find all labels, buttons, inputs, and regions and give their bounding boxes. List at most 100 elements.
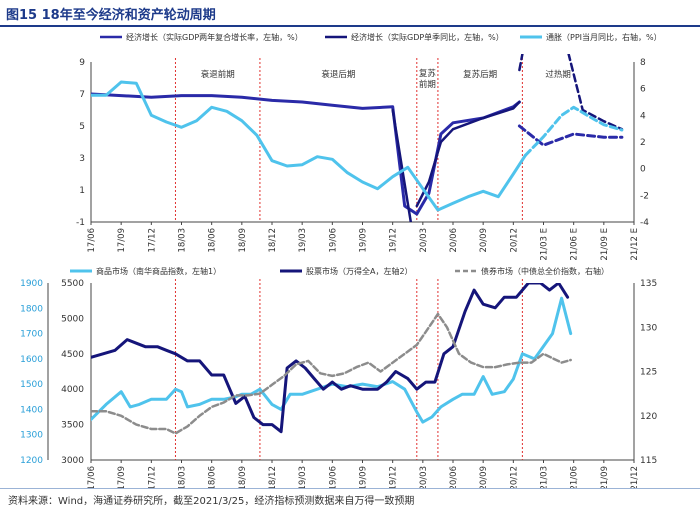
top-left-axis-tick-label: 9 — [79, 58, 85, 68]
top-chart-x-tick-label: 19/12 — [389, 228, 399, 253]
title-bar: 图15 18年至今经济和资产轮动周期 — [0, 0, 700, 26]
phase-label-0: 衰退前期 — [201, 69, 235, 80]
top-chart-x-tick-label: 20/09 — [479, 228, 489, 253]
legend-growth-quarter-label: 经济增长（实际GDP单季同比，左轴，%） — [351, 32, 504, 42]
top-chart-x-tick-label: 21/03 E — [540, 228, 550, 261]
top-left-axis-tick-label: 3 — [79, 154, 85, 164]
top-right-axis-tick-label: 4 — [640, 111, 646, 121]
bottom-chart-x-tick-label: 19/03 — [298, 466, 308, 488]
bottom-outer-left-tick-label: 1900 — [20, 279, 43, 289]
bottom-outer-left-tick-label: 1700 — [20, 330, 43, 340]
top-chart-x-tick-label: 18/12 — [268, 228, 278, 253]
bottom-chart-x-tick-label: 17/12 — [147, 466, 157, 488]
chart-title: 图15 18年至今经济和资产轮动周期 — [6, 8, 216, 23]
top-chart-x-tick-label: 21/06 E — [570, 228, 580, 261]
top-right-axis-tick-label: -4 — [640, 218, 649, 228]
bottom-chart-x-tick-label: 20/03 — [419, 466, 429, 488]
bottom-series-line-0 — [91, 296, 573, 424]
bottom-chart-x-tick-label: 19/12 — [389, 466, 399, 488]
top-chart-x-tick-label: 17/12 — [147, 228, 157, 253]
bottom-outer-left-tick-label: 1300 — [20, 431, 43, 441]
bottom-chart-x-tick-label: 18/12 — [268, 466, 278, 488]
top-left-axis-tick-label: 5 — [79, 122, 85, 132]
title-underline — [0, 25, 700, 27]
top-right-axis-tick-label: -2 — [640, 191, 649, 201]
bottom-outer-left-tick-label: 1800 — [20, 304, 43, 314]
top-chart-x-tick-label: 17/09 — [117, 228, 127, 253]
bottom-series-line-1 — [91, 283, 570, 434]
bottom-inner-left-tick-label: 5500 — [61, 279, 84, 289]
bottom-chart-x-tick-label: 20/09 — [479, 466, 489, 488]
top-right-axis-tick-label: 0 — [640, 165, 646, 175]
bottom-right-axis-tick-label: 120 — [640, 412, 657, 422]
top-chart-x-tick-label: 19/03 — [298, 228, 308, 253]
top-left-axis-tick-label: -1 — [76, 218, 85, 228]
bottom-chart-x-tick-label: 18/03 — [178, 466, 188, 488]
top-chart-x-tick-label: 18/09 — [238, 228, 248, 253]
top-series-line-5 — [91, 80, 527, 212]
legend-bond-label: 债券市场（中债总全价指数，右轴） — [481, 266, 609, 276]
top-right-axis-tick-label: 6 — [640, 85, 646, 95]
bottom-right-axis-tick-label: 125 — [640, 368, 657, 378]
bottom-chart-x-tick-label: 20/12 — [509, 466, 519, 488]
bottom-outer-left-tick-label: 1400 — [20, 405, 43, 415]
top-series-line-1 — [517, 124, 624, 147]
bottom-chart-x-tick-label: 19/09 — [359, 466, 369, 488]
bottom-inner-left-tick-label: 5000 — [61, 314, 84, 324]
bottom-chart-x-tick-label: 21/06 — [570, 466, 580, 488]
bottom-chart-x-tick-label: 21/09 — [600, 466, 610, 488]
top-series-line-3 — [415, 100, 521, 208]
bottom-inner-left-tick-label: 3000 — [61, 456, 84, 466]
bottom-right-axis-tick-label: 135 — [640, 279, 657, 289]
top-series-line-4 — [518, 54, 624, 131]
phase-label-recovery-early-line1: 复苏 — [419, 68, 437, 79]
top-series-line-2 — [391, 108, 413, 222]
top-chart-x-tick-label: 17/06 — [87, 228, 97, 253]
legend-growth-two-year-label: 经济增长（实际GDP两年复合增长率，左轴，%） — [126, 32, 303, 42]
top-chart-x-tick-label: 21/09 E — [600, 228, 610, 261]
top-chart-x-tick-label: 20/12 — [509, 228, 519, 253]
top-chart-x-tick-label: 18/03 — [178, 228, 188, 253]
top-left-axis-tick-label: 1 — [79, 186, 85, 196]
top-right-axis-tick-label: 2 — [640, 138, 646, 148]
top-chart-x-tick-label: 19/06 — [328, 228, 338, 253]
bottom-outer-left-tick-label: 1500 — [20, 380, 43, 390]
bottom-chart-x-tick-label: 18/09 — [238, 466, 248, 488]
top-series-line-0 — [91, 92, 521, 216]
bottom-right-axis-tick-label: 115 — [640, 456, 657, 466]
bottom-chart-x-tick-label: 17/06 — [87, 466, 97, 488]
phase-label-recovery-early-line2: 前期 — [419, 79, 436, 90]
top-chart-x-tick-label: 18/06 — [208, 228, 218, 253]
bottom-chart-x-tick-label: 20/06 — [449, 466, 459, 488]
bottom-inner-left-tick-label: 4000 — [61, 385, 84, 395]
top-chart-x-tick-label: 19/09 — [359, 228, 369, 253]
top-series-group — [91, 54, 624, 222]
bottom-outer-left-tick-label: 1600 — [20, 355, 43, 365]
bottom-inner-left-tick-label: 4500 — [61, 350, 84, 360]
bottom-chart-x-tick-label: 19/06 — [328, 466, 338, 488]
bottom-chart-x-tick-label: 18/06 — [208, 466, 218, 488]
bottom-right-axis-tick-label: 130 — [640, 323, 657, 333]
phase-label-4: 过热期 — [545, 69, 571, 80]
phase-label-1: 衰退后期 — [321, 69, 355, 80]
bottom-series-line-2 — [91, 312, 572, 435]
top-chart-x-tick-label: 20/03 — [419, 228, 429, 253]
phase-label-3: 复苏后期 — [463, 69, 497, 80]
chart-canvas: 17/06 17/09 17/12 18/03 18/06 18/09 18/12 19/03… — [20, 32, 662, 488]
top-chart-x-tick-label: 21/12 E — [630, 228, 640, 261]
bottom-chart-x-tick-label: 17/09 — [117, 466, 127, 488]
footer-divider — [0, 488, 700, 489]
source-note: 资料来源：Wind，海通证券研究所，截至2021/3/25，经济指标预测数据来自… — [8, 496, 415, 507]
bottom-chart-x-tick-label: 21/12 — [630, 466, 640, 488]
top-right-axis-tick-label: 8 — [640, 58, 646, 68]
bottom-chart-x-tick-label: 21/03 — [540, 466, 550, 488]
bottom-series-group — [91, 283, 573, 435]
top-chart-x-tick-label: 20/06 — [449, 228, 459, 253]
top-series-line-6 — [523, 105, 624, 157]
legend-ppi-label: 通胀（PPI当月同比，右轴，%） — [546, 32, 662, 42]
legend-commodity-label: 商品市场（南华商品指数，左轴1） — [96, 266, 221, 276]
bottom-outer-left-tick-label: 1200 — [20, 456, 43, 466]
legend-equity-label: 股票市场（万得全A，左轴2） — [306, 266, 413, 276]
bottom-inner-left-tick-label: 3500 — [61, 421, 84, 431]
top-left-axis-tick-label: 7 — [79, 90, 85, 100]
